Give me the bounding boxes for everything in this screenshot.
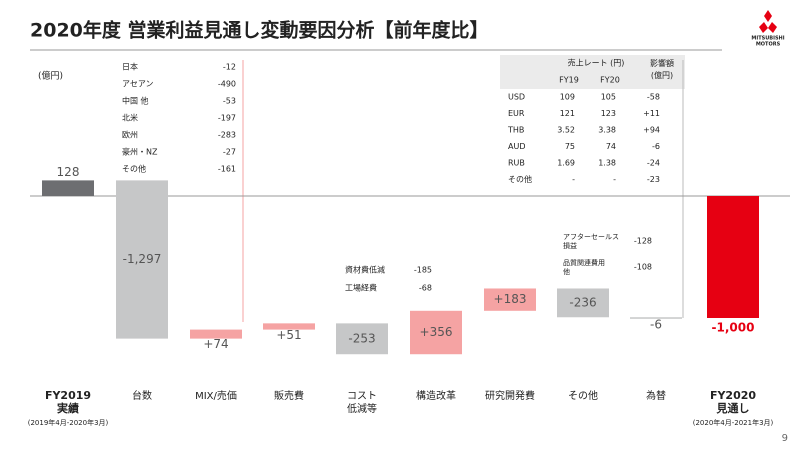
- breakdown-label: 品質関連費用他: [563, 258, 605, 276]
- bar: [190, 329, 242, 339]
- bar: [336, 323, 388, 355]
- fx-cell: 1.69: [557, 159, 575, 168]
- category-label: 台数: [132, 389, 152, 402]
- unit-label: (億円): [38, 70, 63, 82]
- breakdown-label: 北米: [122, 113, 138, 123]
- bar: [42, 180, 94, 196]
- period-note: (2019年4月-2020年3月): [28, 418, 109, 427]
- breakdown-label: 工場経費: [345, 283, 377, 293]
- fx-cell: 3.52: [557, 126, 575, 135]
- value-label: +183: [494, 292, 527, 306]
- category-label: 構造改革: [416, 389, 456, 402]
- fx-cell: 3.38: [598, 126, 616, 135]
- breakdown-value: -185: [414, 266, 432, 275]
- category-label: コスト低減等: [347, 391, 377, 415]
- value-label: -236: [569, 295, 596, 309]
- fx-cell: -23: [647, 175, 660, 184]
- category-label: FY2020 見通し: [710, 389, 756, 415]
- category-label: 販売費: [274, 389, 304, 402]
- value-label: +74: [203, 337, 228, 351]
- fx-cell: 121: [560, 109, 575, 118]
- fx-cell: +11: [643, 109, 660, 118]
- logo: [759, 10, 777, 33]
- bar: [484, 288, 536, 311]
- breakdown-label: アフターセールス損益: [563, 232, 619, 250]
- fx-cell: AUD: [508, 142, 526, 151]
- value-label: 128: [57, 165, 80, 179]
- fx-header: 売上レート (円): [568, 58, 625, 68]
- fx-header-bg: [500, 55, 685, 89]
- breakdown-label: アセアン: [122, 80, 154, 89]
- slide-title: 2020年度 営業利益見通し変動要因分析【前年度比】: [30, 19, 489, 42]
- breakdown-value: -68: [419, 284, 432, 293]
- fx-subheader: FY19: [559, 76, 579, 85]
- fx-cell: RUB: [508, 159, 525, 168]
- category-label: 為替: [646, 389, 666, 402]
- breakdown-value: -108: [634, 263, 652, 272]
- fx-cell: -: [613, 175, 616, 184]
- category-label: 研究開発費: [485, 389, 535, 402]
- period-note: (2020年4月-2021年3月): [693, 418, 774, 427]
- fx-header: 影響額(億円): [650, 58, 674, 80]
- bar: [557, 288, 609, 318]
- fx-cell: その他: [508, 174, 532, 184]
- breakdown-label: 欧州: [122, 130, 138, 140]
- fx-cell: 123: [601, 109, 616, 118]
- fx-cell: -58: [647, 93, 660, 102]
- bar: [410, 310, 462, 355]
- fx-cell: USD: [508, 93, 525, 102]
- category-label: その他: [568, 389, 598, 402]
- fx-cell: 1.38: [598, 159, 616, 168]
- breakdown-value: -161: [218, 165, 236, 174]
- value-label: -1,000: [712, 321, 755, 335]
- bar: [707, 196, 759, 318]
- fx-cell: EUR: [508, 109, 525, 118]
- value-label: +51: [276, 328, 301, 342]
- category-label: FY2019 実績: [45, 389, 91, 415]
- page-number: 9: [782, 433, 788, 444]
- fx-cell: +94: [643, 126, 660, 135]
- breakdown-value: -490: [218, 80, 236, 89]
- fx-cell: -24: [647, 159, 660, 168]
- fx-cell: 74: [606, 142, 616, 151]
- logo-text: MITSUBISHI: [751, 36, 784, 42]
- category-label: MIX/売価: [195, 389, 237, 402]
- fx-cell: THB: [507, 126, 524, 135]
- fx-cell: 109: [560, 93, 575, 102]
- bar: [630, 317, 682, 319]
- value-label: -253: [348, 331, 375, 345]
- fx-cell: -: [572, 175, 575, 184]
- breakdown-label: 豪州・NZ: [122, 147, 158, 157]
- fx-cell: 75: [565, 142, 575, 151]
- fx-cell: -6: [652, 142, 660, 151]
- breakdown-label: その他: [122, 164, 146, 174]
- bar: [116, 180, 168, 339]
- logo-text: MOTORS: [756, 42, 781, 48]
- value-label: -1,297: [123, 252, 162, 266]
- bar: [263, 323, 315, 330]
- value-label: -6: [650, 317, 662, 331]
- breakdown-label: 資材費低減: [345, 265, 385, 275]
- breakdown-value: -53: [223, 97, 236, 106]
- breakdown-value: -283: [218, 131, 236, 140]
- breakdown-label: 中国 他: [122, 96, 149, 106]
- breakdown-value: -27: [223, 148, 236, 157]
- breakdown-label: 日本: [122, 62, 138, 72]
- breakdown-value: -197: [218, 114, 236, 123]
- breakdown-value: -128: [634, 237, 652, 246]
- value-label: +356: [420, 325, 453, 339]
- fx-cell: 105: [601, 93, 616, 102]
- fx-subheader: FY20: [600, 76, 620, 85]
- breakdown-value: -12: [223, 63, 236, 72]
